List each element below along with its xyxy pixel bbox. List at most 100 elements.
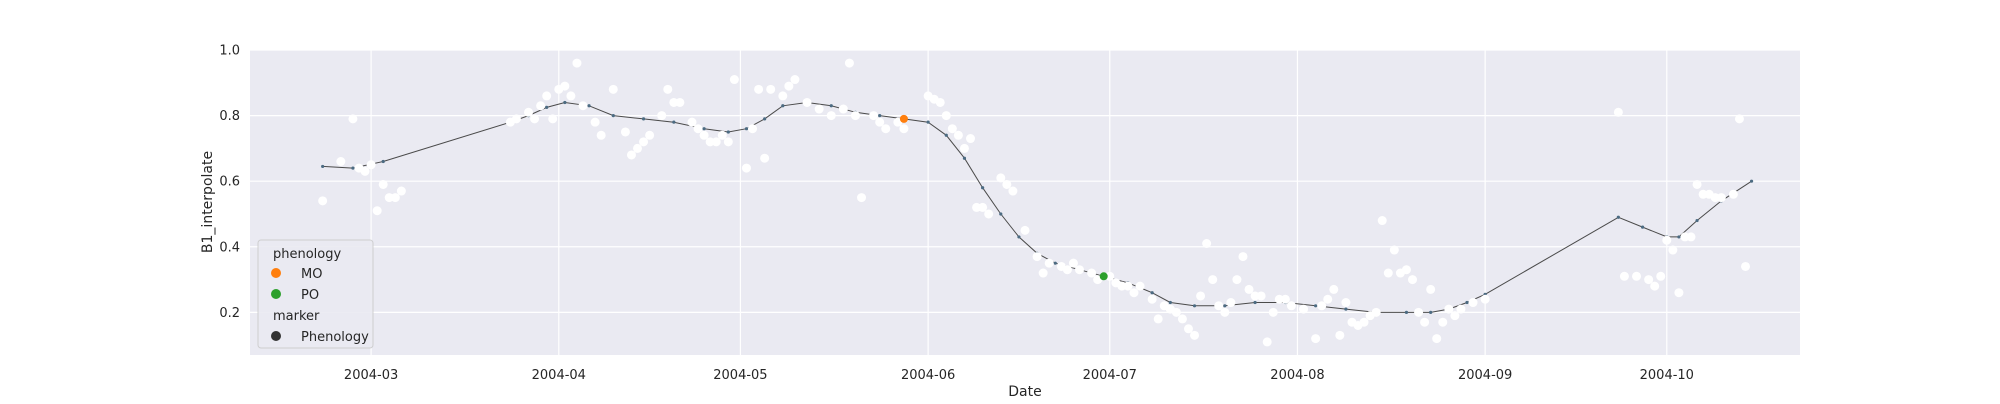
observation-point [542, 91, 552, 101]
observation-point [875, 117, 885, 127]
observation-point [318, 196, 328, 206]
observation-point [778, 91, 788, 101]
observation-point [1359, 317, 1369, 327]
curve-marker [702, 127, 706, 131]
observation-point [1341, 298, 1351, 308]
curve-marker [1017, 235, 1021, 239]
observation-point [1062, 265, 1072, 275]
observation-point [1311, 334, 1321, 344]
observation-point [754, 84, 764, 94]
curve-marker [563, 100, 567, 105]
curve-marker [926, 120, 930, 124]
observation-point [596, 130, 606, 140]
observation-point [1153, 314, 1163, 324]
curve-marker [1677, 235, 1681, 239]
observation-point [729, 75, 739, 85]
observation-point [1038, 268, 1048, 278]
observation-point [1135, 281, 1145, 291]
legend: phenology MO PO marker Phenology [257, 239, 374, 349]
observation-point [687, 117, 697, 127]
legend-box [257, 239, 374, 349]
observation-point [1323, 294, 1333, 304]
observation-point [360, 166, 370, 176]
observation-point [1741, 261, 1751, 271]
observation-point [1335, 330, 1345, 340]
phenology-point-po [1099, 272, 1108, 281]
observation-point [959, 143, 969, 153]
observation-point [1432, 334, 1442, 344]
observation-point [1171, 307, 1181, 317]
curve-marker [829, 104, 833, 108]
observation-point [1147, 294, 1157, 304]
observation-point [1262, 337, 1272, 347]
curve-marker [1695, 218, 1699, 223]
observation-point [511, 114, 521, 124]
observation-point [814, 104, 824, 114]
observation-point [1377, 216, 1387, 226]
observation-point [1420, 317, 1430, 327]
observation-point [390, 193, 400, 203]
observation-point [1383, 268, 1393, 278]
observation-point [1087, 268, 1097, 278]
observation-point [1716, 193, 1726, 203]
y-tick-label: 1.0 [219, 44, 240, 59]
curve-marker [1053, 261, 1057, 265]
observation-point [1414, 307, 1424, 317]
curve-marker [1253, 300, 1257, 305]
observation-point [1280, 294, 1290, 304]
curve-marker [1192, 304, 1197, 308]
observation-point [857, 193, 867, 203]
observation-point [1480, 294, 1490, 304]
observation-point [1401, 265, 1411, 275]
y-tick-label: 0.6 [219, 175, 240, 190]
observation-point [1371, 307, 1381, 317]
x-tick-label: 2004-08 [1270, 368, 1324, 383]
y-axis-label: B1_interpolate [200, 151, 216, 253]
observation-point [1074, 265, 1084, 275]
x-tick-label: 2004-10 [1640, 368, 1694, 383]
curve-marker [944, 133, 948, 137]
observation-point [1214, 301, 1224, 311]
observation-point [869, 111, 879, 121]
curve-marker [726, 130, 730, 134]
observation-point [978, 202, 988, 212]
observation-point [396, 186, 406, 196]
observation-point [1468, 298, 1478, 308]
phenology-points [899, 114, 1108, 281]
legend-label-po: PO [301, 288, 319, 303]
observation-point [693, 124, 703, 134]
observation-point [1244, 284, 1254, 294]
observation-point [784, 81, 794, 91]
observation-point [560, 81, 570, 91]
observation-point [1728, 189, 1738, 199]
observation-point [790, 75, 800, 85]
legend-label-mo: MO [301, 267, 322, 282]
observation-point [1105, 271, 1115, 281]
grid-lines [250, 49, 1800, 355]
legend-marker-mo [271, 268, 281, 278]
observation-point [766, 84, 776, 94]
observation-point [935, 97, 945, 107]
observation-point [1650, 281, 1660, 291]
x-axis-label: Date [1008, 384, 1041, 400]
observation-point [675, 97, 685, 107]
observation-point [1196, 291, 1206, 301]
curve-marker [763, 117, 767, 121]
observation-point [996, 173, 1006, 183]
curve-marker [587, 104, 591, 108]
observation-point [1020, 225, 1030, 235]
observation-point [953, 130, 963, 140]
curve-marker [1465, 300, 1469, 305]
observation-point [578, 101, 588, 111]
observation-point [645, 130, 655, 140]
curve-marker [878, 113, 882, 118]
observation-point [1456, 304, 1466, 314]
observation-point [1632, 271, 1642, 281]
observation-point [366, 160, 376, 170]
curve-marker [1616, 215, 1620, 219]
curve-marker [1150, 291, 1154, 295]
observation-point [657, 111, 667, 121]
observation-point [699, 130, 709, 140]
curve-marker [1429, 310, 1433, 314]
legend-title-phenology: phenology [273, 247, 341, 262]
